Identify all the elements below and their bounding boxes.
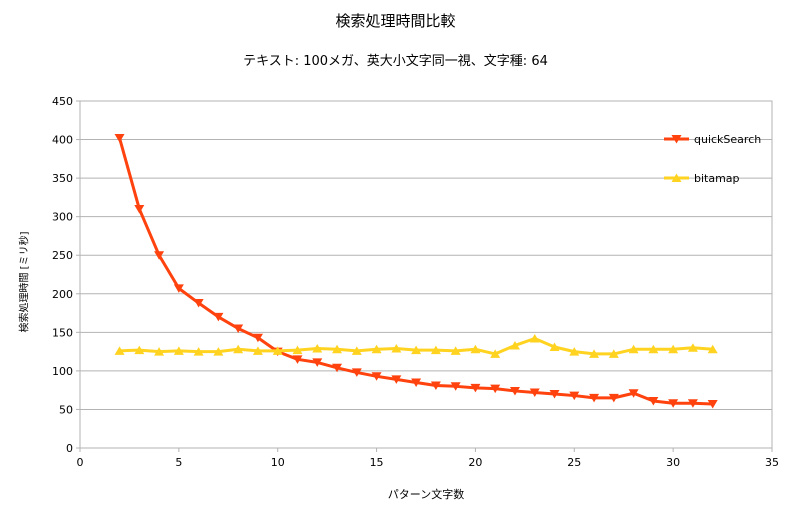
- data-point-bitamap: [411, 345, 422, 355]
- data-point-quickSearch: [332, 363, 343, 373]
- data-point-bitamap: [351, 346, 362, 355]
- data-point-quickSearch: [589, 393, 600, 403]
- data-point-bitamap: [549, 342, 560, 351]
- data-point-quickSearch: [371, 372, 382, 381]
- data-point-bitamap: [134, 345, 145, 355]
- data-point-bitamap: [470, 344, 481, 354]
- y-tick-label: 350: [52, 172, 73, 185]
- data-point-bitamap: [371, 344, 382, 354]
- data-point-quickSearch: [252, 333, 263, 343]
- legend-label-bitamap: bitamap: [694, 172, 740, 185]
- x-tick-label: 15: [370, 456, 384, 469]
- data-point-bitamap: [450, 346, 461, 355]
- data-point-quickSearch: [608, 393, 619, 403]
- chart-subtitle: テキスト: 100メガ、英大小文字同一視、文字種: 64: [243, 54, 548, 69]
- data-point-bitamap: [490, 349, 501, 358]
- data-point-bitamap: [252, 346, 263, 355]
- data-point-bitamap: [569, 347, 580, 356]
- data-point-bitamap: [687, 343, 698, 352]
- data-point-quickSearch: [490, 384, 501, 394]
- data-point-quickSearch: [450, 382, 461, 391]
- series-layer: [114, 134, 718, 409]
- x-axis-label: パターン文字数: [387, 488, 465, 501]
- grid-lines: [80, 100, 772, 410]
- data-point-quickSearch: [430, 381, 441, 391]
- x-tick-label: 10: [271, 456, 285, 469]
- data-point-quickSearch: [114, 134, 125, 143]
- chart-title: 検索処理時間比較: [335, 12, 456, 30]
- y-tick-label: 200: [52, 288, 73, 301]
- y-tick-label: 150: [52, 326, 73, 339]
- y-tick-label: 250: [52, 249, 73, 262]
- x-tick-label: 30: [666, 456, 680, 469]
- y-tick-label: 0: [66, 442, 73, 455]
- data-point-bitamap: [292, 345, 303, 355]
- y-tick-label: 100: [52, 365, 73, 378]
- data-point-bitamap: [391, 344, 402, 353]
- data-point-quickSearch: [312, 358, 323, 367]
- data-point-quickSearch: [628, 389, 639, 398]
- y-tick-label: 300: [52, 211, 73, 224]
- data-point-quickSearch: [687, 399, 698, 408]
- y-tick-label: 400: [52, 134, 73, 147]
- data-point-bitamap: [608, 349, 619, 358]
- data-point-bitamap: [193, 347, 204, 356]
- legend: quickSearch bitamap: [664, 133, 761, 185]
- data-point-quickSearch: [391, 375, 402, 384]
- y-axis-ticks: 0 50 100 150 200 250 300 350 400 450: [52, 95, 80, 455]
- axes: [79, 100, 773, 449]
- series-quickSearch: [114, 134, 718, 409]
- data-point-quickSearch: [569, 391, 580, 401]
- data-point-bitamap: [628, 344, 639, 354]
- data-point-quickSearch: [173, 284, 184, 293]
- data-point-bitamap: [233, 344, 244, 354]
- legend-label-quickSearch: quickSearch: [694, 133, 761, 146]
- data-point-quickSearch: [193, 299, 204, 308]
- data-point-bitamap: [312, 344, 323, 353]
- y-tick-label: 50: [59, 403, 73, 416]
- plot-area-border: [79, 100, 773, 449]
- x-tick-label: 20: [468, 456, 482, 469]
- data-point-bitamap: [529, 334, 540, 343]
- data-point-bitamap: [648, 344, 659, 354]
- data-point-bitamap: [173, 346, 184, 355]
- y-axis-label: 検索処理時間 [ミリ秒]: [19, 231, 31, 333]
- data-point-quickSearch: [549, 390, 560, 399]
- data-point-bitamap: [707, 344, 718, 354]
- data-point-quickSearch: [529, 388, 540, 397]
- data-point-quickSearch: [292, 355, 303, 364]
- x-tick-label: 5: [175, 456, 182, 469]
- data-point-quickSearch: [351, 368, 362, 377]
- data-point-bitamap: [272, 346, 283, 355]
- data-point-quickSearch: [648, 396, 659, 406]
- series-bitamap: [114, 334, 718, 358]
- data-point-bitamap: [332, 344, 343, 354]
- x-tick-label: 0: [77, 456, 84, 469]
- data-point-quickSearch: [233, 324, 244, 333]
- data-point-bitamap: [430, 345, 441, 355]
- data-point-quickSearch: [411, 378, 422, 387]
- data-point-quickSearch: [154, 251, 165, 260]
- data-point-bitamap: [668, 344, 679, 354]
- x-axis-ticks: 0 5 10 15 20 25 30 35: [77, 448, 779, 469]
- data-point-quickSearch: [668, 399, 679, 408]
- x-tick-label: 25: [567, 456, 581, 469]
- data-point-quickSearch: [707, 400, 718, 409]
- data-point-quickSearch: [134, 204, 145, 214]
- data-point-bitamap: [509, 340, 520, 350]
- data-point-quickSearch: [213, 312, 224, 322]
- data-point-bitamap: [213, 347, 224, 356]
- data-point-bitamap: [114, 346, 125, 355]
- data-point-bitamap: [154, 347, 165, 356]
- data-point-bitamap: [589, 349, 600, 358]
- y-tick-label: 450: [52, 95, 73, 108]
- legend-marker-bitamap: [671, 173, 682, 182]
- data-point-quickSearch: [509, 386, 520, 396]
- data-point-quickSearch: [470, 383, 481, 393]
- x-tick-label: 35: [765, 456, 779, 469]
- legend-marker-quickSearch: [671, 135, 682, 144]
